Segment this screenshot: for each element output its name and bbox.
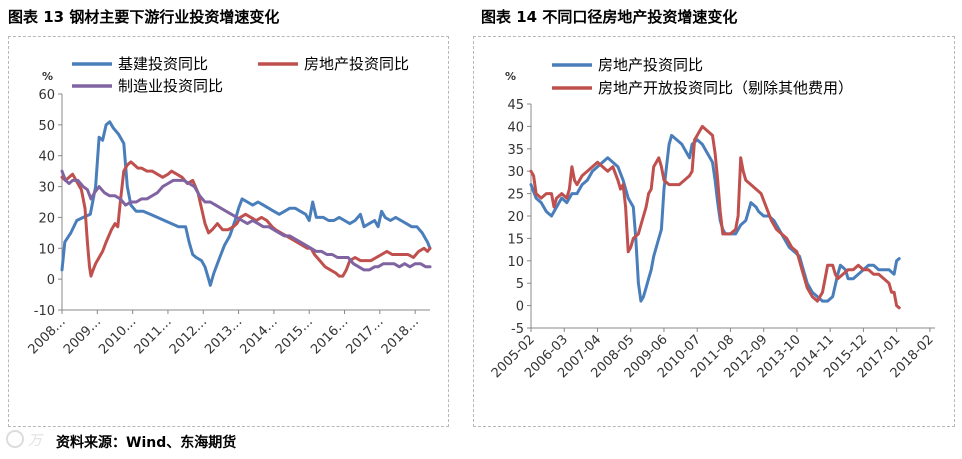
y-tick-label-left: 20 — [38, 211, 55, 226]
y-tick-label-left: 60 — [38, 88, 55, 103]
y-tick-label-right: 15 — [507, 232, 524, 247]
x-tick-label-left: 2011… — [132, 314, 175, 357]
y-tick-label-right: 30 — [507, 165, 524, 180]
chart-frame-left — [8, 36, 449, 427]
series-line-left-0 — [60, 120, 432, 287]
y-tick-label-left: 30 — [38, 181, 55, 196]
legend-label-right-1: 房地产开放投资同比（剔除其他费用） — [598, 79, 853, 97]
watermark-text: 万 — [28, 433, 42, 449]
x-tick-label-left: 2015… — [273, 314, 316, 357]
x-tick-label-left: 2016… — [308, 314, 351, 357]
y-tick-label-left: 50 — [38, 119, 55, 134]
y-tick-label-right: -5 — [511, 322, 524, 337]
y-tick-label-right: 45 — [507, 98, 524, 113]
series-line-left-1 — [60, 160, 432, 278]
series-line-right-0 — [529, 133, 901, 303]
x-tick-label-left: 2014… — [238, 314, 281, 357]
chart-frame-right — [473, 36, 955, 427]
source-note: 资料来源：Wind、东海期货 — [56, 435, 237, 451]
x-tick-label-left: 2018… — [379, 314, 422, 357]
x-tick-label-left: 2010… — [96, 314, 139, 357]
y-unit-label-right: % — [505, 70, 516, 83]
x-tick-label-left: 2017… — [343, 314, 386, 357]
legend-label-left-0: 基建投资同比 — [118, 55, 208, 73]
series-line-left-2 — [60, 169, 432, 272]
y-tick-label-left: 10 — [38, 242, 55, 257]
y-tick-label-right: 40 — [507, 120, 524, 135]
chart-title-right: 图表 14 不同口径房地产投资增速变化 — [481, 8, 738, 26]
y-tick-label-right: 0 — [516, 300, 524, 315]
x-tick-label-left: 2013… — [202, 314, 245, 357]
x-tick-label-left: 2012… — [167, 314, 210, 357]
chart-title-left: 图表 13 钢材主要下游行业投资增速变化 — [8, 8, 280, 26]
y-tick-label-left: -10 — [34, 304, 55, 319]
watermark-swirl-icon — [6, 430, 24, 448]
y-unit-label-left: % — [42, 70, 53, 83]
y-tick-label-left: 40 — [38, 150, 55, 165]
y-tick-label-right: 35 — [507, 143, 524, 158]
watermark-logo: 万 — [6, 428, 46, 450]
legend-label-left-2: 制造业投资同比 — [118, 77, 223, 95]
y-tick-label-right: 10 — [507, 255, 524, 270]
legend-label-right-0: 房地产投资同比 — [598, 56, 703, 74]
y-tick-label-right: 20 — [507, 210, 524, 225]
series-line-right-1 — [529, 124, 901, 310]
y-tick-label-left: 0 — [47, 273, 55, 288]
x-tick-label-left: 2009… — [61, 314, 104, 357]
legend-label-left-1: 房地产投资同比 — [304, 55, 409, 73]
y-tick-label-right: 25 — [507, 188, 524, 203]
x-tick-label-left: 2008… — [26, 314, 69, 357]
y-tick-label-right: 5 — [516, 277, 524, 292]
